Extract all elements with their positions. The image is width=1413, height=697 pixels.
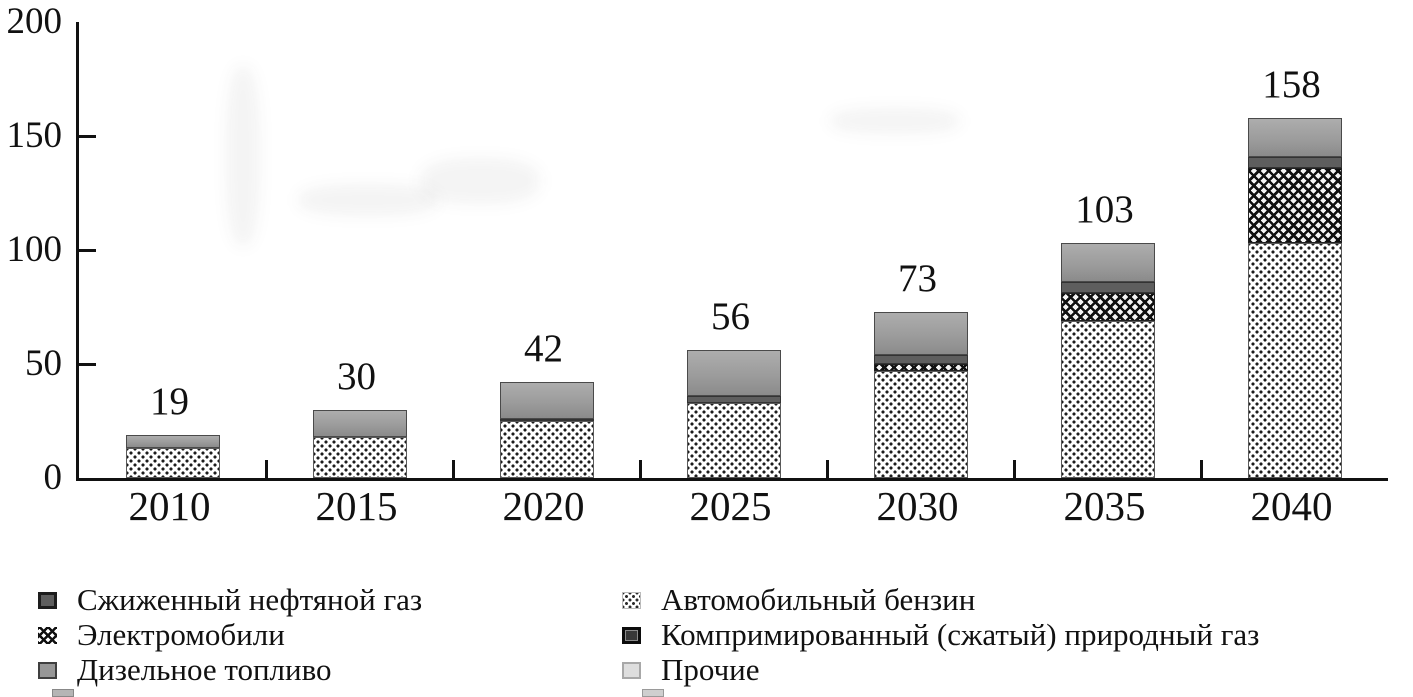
- legend-swatch-cng-icon: [622, 626, 641, 644]
- segment-benzin-2015: [312, 436, 407, 478]
- bar-2025: [686, 350, 781, 478]
- legend-item: Прочие: [622, 651, 760, 689]
- segment-benzin-2020: [499, 421, 594, 478]
- segment-ev-2030: [873, 364, 968, 371]
- segment-diesel-2035: [1060, 243, 1155, 282]
- x-tick-label: 2020: [502, 483, 585, 529]
- legend-label: Прочие: [661, 652, 760, 687]
- segment-diesel-2020: [499, 382, 594, 419]
- legend-item: Сжиженный нефтяной газ: [38, 581, 422, 619]
- segment-lpg-2030: [873, 354, 968, 364]
- segment-ev-2035: [1060, 293, 1155, 321]
- x-axis-tick: [638, 460, 642, 478]
- legend-swatch-diesel-icon: [38, 661, 57, 679]
- bar-2020: [499, 382, 594, 478]
- bar-value-label: 30: [337, 354, 376, 398]
- y-axis-tick: [79, 134, 96, 138]
- segment-diesel-2025: [686, 350, 781, 396]
- legend-label: Электромобили: [77, 617, 285, 652]
- segment-diesel-2030: [873, 311, 968, 355]
- legend-swatch-ev-icon: [38, 626, 57, 644]
- legend-item: Компримированный (сжатый) природный газ: [622, 616, 1259, 654]
- cropped-legend-swatch: [642, 689, 664, 697]
- segment-lpg-2025: [686, 395, 781, 403]
- bar-value-label: 73: [898, 256, 937, 300]
- segment-benzin-2025: [686, 402, 781, 478]
- legend-item: Электромобили: [38, 616, 285, 654]
- y-tick-label: 200: [6, 1, 63, 42]
- plot-area: [76, 22, 1388, 481]
- legend-item: Автомобильный бензин: [622, 581, 975, 619]
- segment-lpg-2040: [1247, 156, 1342, 168]
- legend-swatch-benzin-icon: [622, 591, 641, 609]
- segment-benzin-2040: [1247, 243, 1342, 478]
- x-axis-tick: [1012, 460, 1016, 478]
- y-tick-label: 50: [25, 343, 62, 384]
- x-axis-tick: [1199, 460, 1203, 478]
- x-tick-label: 2030: [876, 483, 959, 529]
- segment-diesel-2015: [312, 409, 407, 437]
- cropped-legend-swatch: [52, 689, 74, 697]
- bar-2010: [125, 434, 220, 478]
- scan-smudge: [420, 158, 540, 204]
- segment-benzin-2035: [1060, 320, 1155, 478]
- scan-smudge: [298, 184, 438, 216]
- y-axis-tick: [79, 248, 96, 252]
- bar-value-label: 42: [524, 327, 563, 371]
- x-tick-label: 2025: [689, 483, 772, 529]
- bar-value-label: 103: [1075, 188, 1134, 232]
- legend-label: Автомобильный бензин: [661, 582, 976, 617]
- scan-smudge: [830, 108, 960, 134]
- bar-2030: [873, 311, 968, 478]
- y-tick-label: 0: [43, 457, 63, 498]
- legend-item: Дизельное топливо: [38, 651, 332, 689]
- segment-diesel-2010: [125, 434, 220, 449]
- scan-smudge: [226, 66, 260, 246]
- segment-ev-2040: [1247, 167, 1342, 244]
- segment-benzin-2030: [873, 370, 968, 478]
- chart-legend: Сжиженный нефтяной газ Электромобили Дизел…: [0, 572, 1413, 695]
- bar-value-label: 56: [711, 295, 750, 339]
- x-tick-label: 2015: [315, 483, 398, 529]
- x-axis-tick: [825, 460, 829, 478]
- x-tick-label: 2035: [1063, 483, 1146, 529]
- y-tick-label: 100: [6, 229, 63, 270]
- legend-label: Сжиженный нефтяной газ: [77, 582, 423, 617]
- segment-lpg-2035: [1060, 281, 1155, 294]
- bar-2015: [312, 409, 407, 478]
- y-tick-label: 150: [6, 115, 63, 156]
- bar-value-label: 158: [1262, 62, 1321, 106]
- segment-diesel-2040: [1247, 117, 1342, 157]
- x-tick-label: 2040: [1250, 483, 1333, 529]
- bar-2035: [1060, 243, 1155, 478]
- legend-swatch-prochie-icon: [622, 661, 641, 679]
- y-axis-tick: [79, 362, 96, 366]
- x-tick-label: 2010: [128, 483, 211, 529]
- legend-label: Компримированный (сжатый) природный газ: [661, 617, 1260, 652]
- x-axis-tick: [264, 460, 268, 478]
- segment-lpg-2020: [499, 418, 594, 421]
- segment-benzin-2010: [125, 448, 220, 478]
- bar-2040: [1247, 117, 1342, 478]
- legend-label: Дизельное топливо: [77, 652, 332, 687]
- legend-swatch-lpg-icon: [38, 591, 57, 609]
- bar-value-label: 19: [150, 379, 189, 423]
- x-axis-tick: [451, 460, 455, 478]
